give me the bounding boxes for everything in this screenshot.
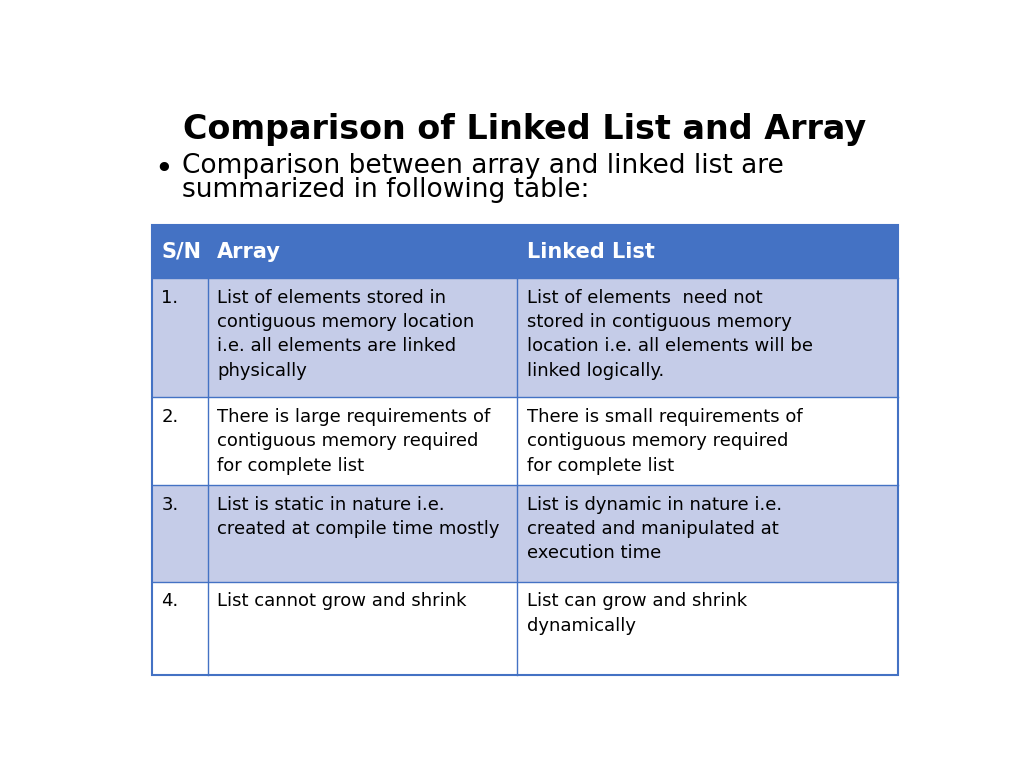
Text: Linked List: Linked List [527,242,654,262]
Text: List can grow and shrink
dynamically: List can grow and shrink dynamically [527,592,746,634]
Text: Comparison between array and linked list are: Comparison between array and linked list… [182,153,783,179]
Bar [152,485,898,581]
Text: List cannot grow and shrink: List cannot grow and shrink [217,592,467,611]
Text: S/N: S/N [162,242,202,262]
Bar [152,581,898,674]
Text: 1.: 1. [162,289,178,307]
Bar [152,225,898,674]
Text: 2.: 2. [162,408,178,426]
Text: List of elements stored in
contiguous memory location
i.e. all elements are link: List of elements stored in contiguous me… [217,289,474,380]
Text: List is static in nature i.e.
created at compile time mostly: List is static in nature i.e. created at… [217,495,500,538]
Bar [152,397,898,485]
Text: Array: Array [217,242,282,262]
Text: There is large requirements of
contiguous memory required
for complete list: There is large requirements of contiguou… [217,408,490,475]
Text: 4.: 4. [162,592,178,611]
Text: summarized in following table:: summarized in following table: [182,177,590,204]
Text: List is dynamic in nature i.e.
created and manipulated at
execution time: List is dynamic in nature i.e. created a… [527,495,782,562]
Text: Comparison of Linked List and Array: Comparison of Linked List and Array [183,113,866,146]
Text: •: • [155,154,173,185]
Text: There is small requirements of
contiguous memory required
for complete list: There is small requirements of contiguou… [527,408,803,475]
Text: List of elements  need not
stored in contiguous memory
location i.e. all element: List of elements need not stored in cont… [527,289,813,380]
Text: 3.: 3. [162,495,178,514]
Bar [152,278,898,397]
Bar [152,225,898,278]
